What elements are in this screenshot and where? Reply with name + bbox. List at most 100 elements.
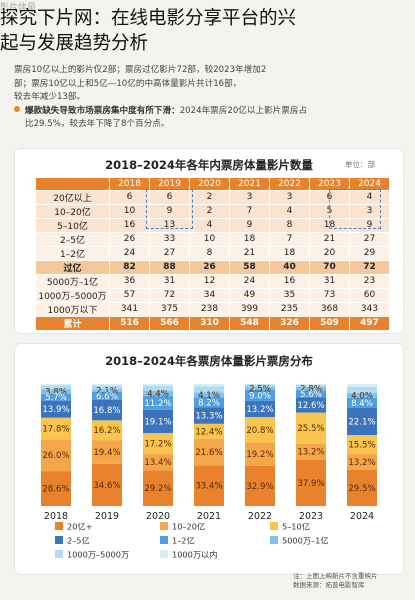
table-cell: 16 [269,273,310,289]
footnote-source: 数据来源：拓普电影智库 [293,581,365,589]
table-row: 2–5亿 26 33 10 18 7 21 27 [35,231,390,247]
bar-segment [347,397,377,409]
bar-segment [143,409,173,434]
table-cell: 60 [349,287,390,303]
data-label: 5.6% [300,390,322,400]
bar-segment [41,389,71,394]
legend-label: 1–2亿 [172,536,195,546]
table-cell: 9 [349,217,390,233]
table-cell: 40 [269,259,310,275]
chart-title: 2018–2024年各票房体量影片票房分布 [105,354,313,368]
bar-segment [41,439,71,472]
table-cell: 375 [149,301,190,317]
table-row: 5–10亿 16 13 4 9 8 18 9 [35,217,390,233]
table-cell: 8 [189,245,230,261]
data-label: 4.4% [147,389,169,399]
bar-segment [194,407,224,424]
bar-segment [92,384,122,386]
table-cell: 341 [109,301,150,317]
table-cell: 516 [109,315,150,331]
table-cell: 29 [349,245,390,261]
table-cell: 2 [189,203,230,219]
table-cell: 57 [109,287,150,303]
headline-line-2: 起与发展趋势分析 [0,33,149,54]
bar-segment [296,443,326,460]
bar-segment [296,459,326,506]
table-cell: 3 [229,189,270,205]
bar-segment [92,399,122,421]
table-cell: 343 [349,301,390,317]
bar-segment [245,417,275,443]
bullet-line: 部；票房10亿以上和5亿—10亿的中高体量影片共计16部， [14,78,242,89]
x-tick-label: 2021 [197,511,221,522]
bar-segment [143,433,173,455]
bar-segment [143,390,173,397]
table-cell: 24 [109,245,150,261]
stacked-bar-chart: 3.8%5.7% 13.9% 17.8% 26.0% 28.6% 2018 2.1%6.6%… [41,384,377,560]
bar-segment [92,391,122,400]
bar-segment [143,384,173,386]
legend-swatch [160,522,168,530]
bar-segment [347,384,377,387]
table-row-label: 10–20亿 [35,203,110,219]
bar-segment [194,465,224,506]
table-cell: 399 [229,301,270,317]
table-row: 累计 516 566 310 548 326 509 497 [35,315,390,331]
bar-segment [296,397,326,413]
data-label: 2.5% [249,384,271,394]
bar-segment [245,386,275,390]
bullet-dot-icon [14,105,20,112]
table-cell: 18 [269,245,310,261]
legend-swatch [160,536,168,544]
bar-segment [296,412,326,444]
bar-segment [245,465,275,506]
bar-segment [347,386,377,393]
data-label: 5.7% [45,393,67,403]
table-row: 1–2亿 24 27 8 21 18 20 29 [35,245,390,261]
table-cell: 27 [349,231,390,247]
data-label: 17.2% [144,440,171,450]
data-label: 6.6% [96,392,118,402]
bar-segment [245,442,275,466]
data-label: 33.4% [195,482,222,492]
table-title: 2018–2024年各年内票房体量影片数量 [105,158,313,172]
table-header-year: 2022 [269,177,310,191]
page-headline: 探究下片网：在线电影分享平台的兴 起与发展趋势分析 [0,6,415,56]
table-cell: 73 [309,287,350,303]
table-cell: 16 [109,217,150,233]
table-row: 1000万以下 341 375 238 399 235 368 343 [35,301,390,317]
film-count-table: 2018 2019 2020 2021 2022 2023 2024 20亿以上 6 6 2 3 3 6… [35,177,390,331]
bar-segment [296,386,326,391]
table-cell: 88 [149,259,190,275]
bar-segment [143,396,173,410]
bar-segment [347,392,377,398]
table-cell: 18 [229,231,270,247]
table-cell: 326 [269,315,310,331]
table-cell: 70 [309,259,350,275]
table-cell: 9 [229,217,270,233]
bar-segment [194,397,224,408]
legend-swatch [55,522,63,530]
bullet-line: 比29.5%，较去年下降了8个百分点。 [25,119,170,129]
bullet-text-block: 票房10亿以上的影片仅2部；票房过亿影片72部，较2023年增加2 部；票房10… [14,64,409,132]
data-label: 28.6% [42,485,69,495]
data-label: 29.2% [144,484,171,494]
table-cell: 26 [109,231,150,247]
data-label: 16.2% [93,426,120,436]
data-label: 13.4% [144,458,171,468]
bar-segment [194,386,224,393]
table-header-year: 2023 [309,177,350,191]
table-header-year: 2018 [109,177,150,191]
data-label: 9.0% [249,391,271,401]
table-cell: 23 [349,273,390,289]
bar-segment [347,470,377,506]
bar-segment [296,385,326,387]
table-cell: 7 [229,203,270,219]
data-label: 4.0% [351,391,373,401]
table-cell: 509 [309,315,350,331]
table-cell: 10 [189,231,230,247]
data-label: 19.2% [246,450,273,460]
data-label: 12.4% [195,427,222,437]
table-header-blank [35,177,110,191]
bar-segment [296,384,326,386]
